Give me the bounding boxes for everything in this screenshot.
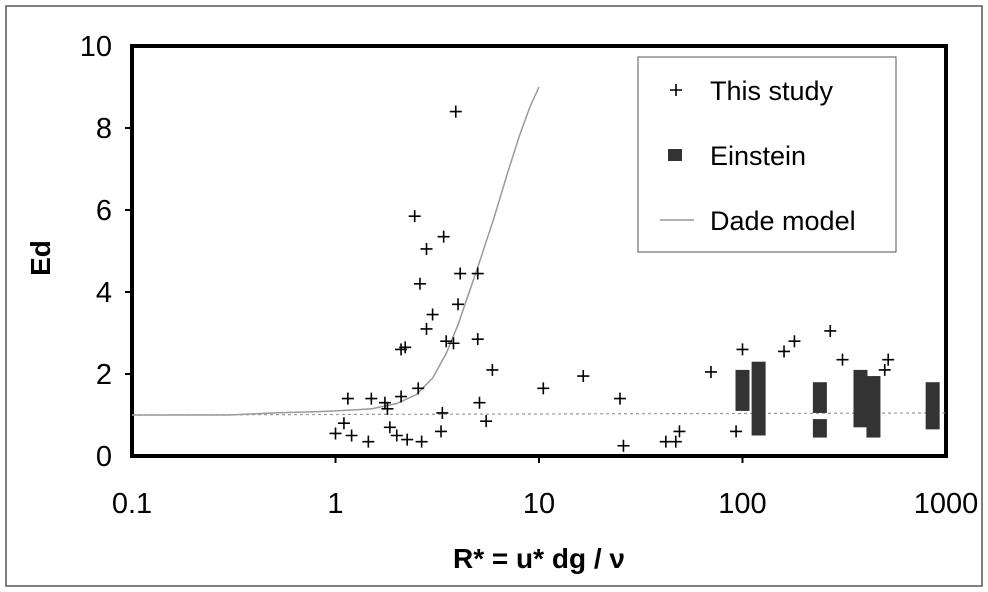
einstein-bar [925, 382, 940, 430]
x-tick-label: 1 [327, 488, 343, 520]
reference-line-dotted [131, 412, 947, 416]
point-this-study [426, 308, 439, 321]
y-tick-label: 8 [96, 113, 112, 145]
point-this-study [452, 298, 465, 311]
point-this-study [415, 435, 428, 448]
point-this-study [447, 337, 460, 350]
point-this-study [399, 341, 412, 354]
point-this-study [345, 429, 358, 442]
point-this-study [537, 382, 550, 395]
legend-label: Einstein [710, 141, 806, 171]
point-this-study [730, 425, 743, 438]
y-tick-label: 2 [96, 359, 112, 391]
point-this-study [436, 406, 449, 419]
point-this-study [882, 353, 895, 366]
einstein-bar [853, 369, 868, 428]
point-this-study [383, 421, 396, 434]
point-this-study [613, 392, 626, 405]
point-this-study [878, 363, 891, 376]
point-this-study [577, 370, 590, 383]
point-this-study [473, 396, 486, 409]
point-this-study [412, 382, 425, 395]
point-this-study [788, 335, 801, 348]
point-this-study [471, 333, 484, 346]
point-this-study [337, 417, 350, 430]
point-this-study [365, 392, 378, 405]
einstein-bar [735, 369, 750, 411]
point-this-study [454, 267, 467, 280]
x-tick-label: 100 [718, 488, 766, 520]
y-tick-label: 0 [96, 441, 112, 473]
point-this-study [378, 396, 391, 409]
point-this-study [341, 392, 354, 405]
legend: This study Einstein Dade model [637, 56, 897, 253]
y-axis-title: Ed [25, 240, 56, 276]
axis-titles: Ed R* = u* dg / ν [25, 240, 625, 574]
point-this-study [362, 435, 375, 448]
point-this-study [413, 277, 426, 290]
axes: 0.1 1 10 100 1000 0 2 4 6 8 10 [80, 31, 979, 520]
point-this-study [395, 390, 408, 403]
point-this-study [381, 402, 394, 415]
point-this-study [440, 335, 453, 348]
point-this-study [617, 439, 630, 452]
x-axis-title: R* = u* dg / ν [453, 543, 625, 574]
einstein-bar [866, 376, 881, 438]
point-this-study [669, 435, 682, 448]
point-this-study [408, 210, 421, 223]
einstein-bar [751, 361, 766, 436]
point-this-study [673, 425, 686, 438]
point-this-study [836, 353, 849, 366]
legend-symbol-this-study [670, 84, 682, 96]
point-this-study [824, 324, 837, 337]
point-this-study [420, 242, 433, 255]
y-tick-label: 4 [96, 277, 112, 309]
y-tick-label: 6 [96, 195, 112, 227]
legend-label: This study [710, 76, 834, 106]
point-this-study [435, 425, 448, 438]
point-this-study [437, 230, 450, 243]
series-line-dade-model [132, 86, 540, 416]
y-axis-title-text: Ed [25, 240, 56, 276]
x-tick-label: 0.1 [112, 488, 152, 520]
point-this-study [329, 427, 342, 440]
point-this-study [471, 267, 484, 280]
point-this-study [736, 343, 749, 356]
point-this-study [480, 415, 493, 428]
point-this-study [449, 105, 462, 118]
series-layer [131, 86, 947, 452]
point-this-study [420, 322, 433, 335]
point-this-study [704, 365, 717, 378]
einstein-bar [812, 419, 827, 438]
legend-symbol-einstein [668, 149, 682, 161]
point-this-study [778, 345, 791, 358]
y-tick-label: 10 [80, 31, 112, 63]
point-this-study [486, 363, 499, 376]
legend-label: Dade model [710, 206, 856, 236]
x-tick-label: 10 [523, 488, 555, 520]
einstein-bar [812, 382, 827, 413]
point-this-study [390, 429, 403, 442]
point-this-study [401, 433, 414, 446]
x-tick-label: 1000 [914, 488, 979, 520]
